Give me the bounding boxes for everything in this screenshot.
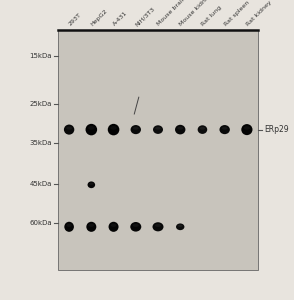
Ellipse shape — [89, 183, 93, 185]
Ellipse shape — [198, 125, 207, 134]
Ellipse shape — [64, 124, 74, 135]
Ellipse shape — [64, 222, 74, 232]
Text: Mouse kidney: Mouse kidney — [179, 0, 213, 27]
Ellipse shape — [178, 225, 183, 227]
Ellipse shape — [108, 124, 119, 135]
Ellipse shape — [88, 182, 95, 188]
Text: 25kDa: 25kDa — [30, 101, 52, 107]
Bar — [58, 30, 258, 270]
Text: Rat spleen: Rat spleen — [223, 0, 250, 27]
Ellipse shape — [66, 224, 72, 227]
Ellipse shape — [133, 224, 139, 227]
Ellipse shape — [155, 224, 161, 227]
Ellipse shape — [66, 127, 72, 130]
Ellipse shape — [241, 124, 253, 135]
Ellipse shape — [110, 126, 117, 130]
Ellipse shape — [88, 126, 95, 130]
Text: HepG2: HepG2 — [90, 8, 108, 27]
Ellipse shape — [177, 127, 183, 130]
Ellipse shape — [111, 224, 116, 227]
Text: Rat kidney: Rat kidney — [245, 0, 273, 27]
Text: Rat lung: Rat lung — [201, 5, 223, 27]
Ellipse shape — [153, 222, 163, 231]
Text: A-431: A-431 — [112, 11, 128, 27]
Ellipse shape — [222, 127, 228, 130]
Text: ERp29: ERp29 — [264, 125, 289, 134]
Ellipse shape — [88, 224, 94, 227]
Text: 15kDa: 15kDa — [29, 53, 52, 59]
Ellipse shape — [86, 222, 96, 232]
Ellipse shape — [130, 222, 141, 232]
Ellipse shape — [86, 124, 97, 135]
Ellipse shape — [133, 127, 139, 130]
Ellipse shape — [155, 127, 161, 130]
Ellipse shape — [175, 125, 186, 134]
Text: 35kDa: 35kDa — [29, 140, 52, 146]
Text: 60kDa: 60kDa — [29, 220, 52, 226]
Ellipse shape — [200, 127, 205, 130]
Text: 293T: 293T — [68, 12, 82, 27]
Ellipse shape — [219, 125, 230, 134]
Ellipse shape — [244, 126, 250, 130]
Text: NIH/3T3: NIH/3T3 — [134, 5, 156, 27]
Text: Mouse brain: Mouse brain — [156, 0, 187, 27]
Text: 45kDa: 45kDa — [30, 181, 52, 187]
Ellipse shape — [176, 224, 184, 230]
Ellipse shape — [108, 222, 118, 232]
Ellipse shape — [153, 125, 163, 134]
Ellipse shape — [131, 125, 141, 134]
